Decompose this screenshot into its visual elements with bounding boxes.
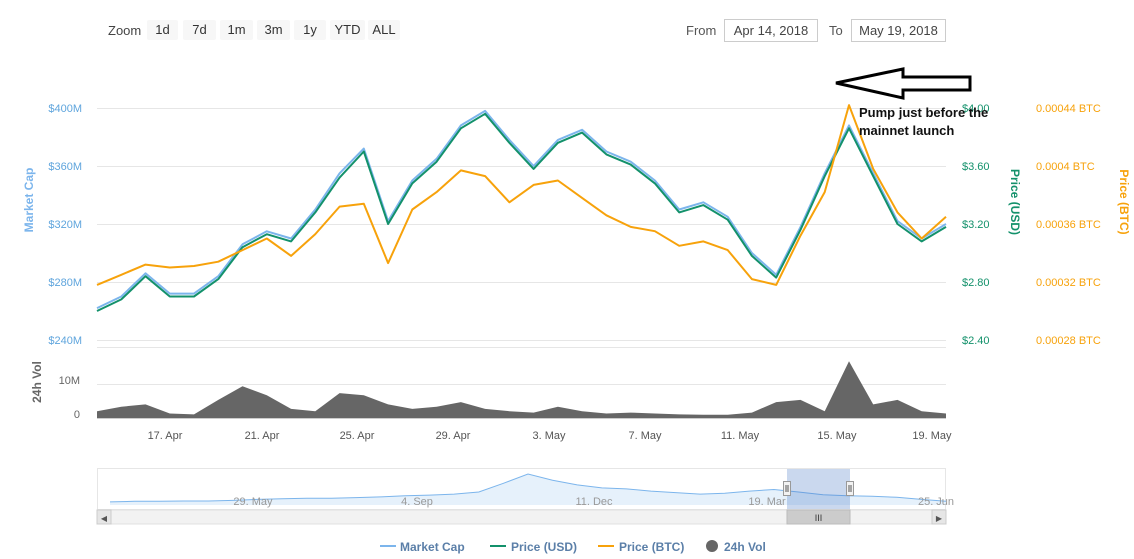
legend-label: Price (USD) bbox=[511, 540, 577, 554]
navigator: 29. May 4. Sep 11. Dec 19. Mar 25. Jun ◀… bbox=[96, 468, 954, 525]
price-usd-axis: $4.00 $3.60 $3.20 $2.80 $2.40 Price (USD… bbox=[962, 103, 1022, 347]
price-chart: $400M $360M $320M $280M $240M Market Cap… bbox=[22, 67, 1131, 554]
series-line-price-usd bbox=[96, 112, 947, 312]
zoom-button-all-label: ALL bbox=[372, 22, 395, 37]
scroll-left-arrow-icon: ◀ bbox=[101, 514, 108, 523]
zoom-button-all[interactable]: ALL bbox=[368, 20, 400, 40]
price-usd-axis-title: Price (USD) bbox=[1008, 169, 1022, 235]
zoom-button-1d-label: 1d bbox=[155, 22, 169, 37]
x-tick-label: 11. May bbox=[721, 430, 760, 442]
price-series-lines bbox=[96, 104, 947, 312]
legend-label: Market Cap bbox=[400, 540, 465, 554]
scrollbar-right-button[interactable]: ▶ bbox=[931, 509, 947, 525]
toolbar-svg: Zoom 1d 7d 1m 3m 1y YTD ALL From Apr 14,… bbox=[108, 19, 946, 42]
price-btc-tick: 0.00044 BTC bbox=[1036, 103, 1101, 115]
navigator-label: 25. Jun bbox=[918, 496, 954, 508]
market-cap-tick: $400M bbox=[48, 103, 82, 115]
from-date-value: Apr 14, 2018 bbox=[734, 23, 808, 38]
price-btc-tick: 0.0004 BTC bbox=[1036, 161, 1095, 173]
navigator-line bbox=[109, 473, 947, 503]
chart-legend: Market Cap Price (USD) Price (BTC) 24h V… bbox=[380, 540, 766, 554]
legend-item-market-cap[interactable]: Market Cap bbox=[380, 540, 465, 554]
pump-annotation: Pump just before the mainnet launch bbox=[835, 67, 988, 138]
scroll-right-arrow-icon: ▶ bbox=[936, 514, 943, 523]
from-date-input[interactable]: Apr 14, 2018 bbox=[724, 19, 818, 42]
price-btc-tick: 0.00036 BTC bbox=[1036, 219, 1101, 231]
navigator-right-handle[interactable] bbox=[846, 481, 854, 496]
navigator-selected-range[interactable] bbox=[787, 469, 850, 509]
price-usd-tick: $2.80 bbox=[962, 277, 990, 289]
zoom-button-1m[interactable]: 1m bbox=[220, 20, 253, 40]
to-date-input[interactable]: May 19, 2018 bbox=[851, 19, 946, 42]
volume-tick: 0 bbox=[74, 409, 80, 421]
scrollbar-grip-icon: III bbox=[815, 513, 823, 523]
navigator-label: 4. Sep bbox=[401, 496, 433, 508]
series-area-24h-vol bbox=[97, 361, 946, 418]
annotation-text-line1: Pump just before the bbox=[859, 105, 988, 120]
navigator-area bbox=[110, 474, 946, 505]
x-tick-label: 15. May bbox=[817, 430, 857, 442]
zoom-button-1d[interactable]: 1d bbox=[147, 20, 178, 40]
price-usd-tick: $2.40 bbox=[962, 335, 990, 347]
navigator-label: 11. Dec bbox=[575, 496, 613, 508]
zoom-button-7d-label: 7d bbox=[192, 22, 206, 37]
x-tick-label: 29. Apr bbox=[436, 430, 471, 442]
price-gridlines bbox=[97, 108, 946, 419]
x-tick-label: 3. May bbox=[532, 430, 566, 442]
zoom-button-7d[interactable]: 7d bbox=[183, 20, 216, 40]
x-tick-label: 7. May bbox=[628, 430, 662, 442]
zoom-button-ytd-label: YTD bbox=[335, 22, 361, 37]
navigator-left-handle[interactable] bbox=[783, 481, 791, 496]
market-cap-tick: $320M bbox=[48, 219, 82, 231]
annotation-arrow bbox=[835, 67, 972, 100]
navigator-label: 29. May bbox=[233, 496, 273, 508]
market-cap-tick: $280M bbox=[48, 277, 82, 289]
x-tick-label: 25. Apr bbox=[340, 430, 375, 442]
zoom-button-1m-label: 1m bbox=[227, 22, 245, 37]
series-line-price-btc bbox=[96, 104, 947, 286]
annotation-text-line2: mainnet launch bbox=[859, 123, 954, 138]
price-usd-tick: $4.00 bbox=[962, 103, 990, 115]
volume-axis: 10M 0 24h Vol bbox=[30, 361, 80, 421]
scrollbar-thumb[interactable]: III bbox=[786, 509, 851, 525]
from-label: From bbox=[686, 23, 716, 38]
navigator-label: 19. Mar bbox=[748, 496, 786, 508]
scrollbar-left-button[interactable]: ◀ bbox=[96, 509, 112, 525]
price-btc-axis-title: Price (BTC) bbox=[1117, 169, 1131, 234]
market-cap-axis-title: Market Cap bbox=[22, 168, 36, 233]
legend-label: 24h Vol bbox=[724, 540, 766, 554]
zoom-label: Zoom bbox=[108, 23, 141, 38]
series-line-market-cap bbox=[96, 109, 947, 310]
volume-tick: 10M bbox=[59, 375, 80, 387]
price-btc-tick: 0.00028 BTC bbox=[1036, 335, 1101, 347]
x-tick-label: 17. Apr bbox=[148, 430, 183, 442]
price-usd-tick: $3.20 bbox=[962, 219, 990, 231]
to-label: To bbox=[829, 23, 843, 38]
legend-label: Price (BTC) bbox=[619, 540, 684, 554]
x-tick-label: 21. Apr bbox=[245, 430, 280, 442]
zoom-button-1y[interactable]: 1y bbox=[294, 20, 326, 40]
legend-item-24h-vol[interactable]: 24h Vol bbox=[706, 540, 766, 554]
zoom-button-3m[interactable]: 3m bbox=[257, 20, 290, 40]
zoom-button-3m-label: 3m bbox=[264, 22, 282, 37]
to-date-value: May 19, 2018 bbox=[859, 23, 938, 38]
volume-series bbox=[97, 361, 946, 418]
x-tick-label: 19. May bbox=[912, 430, 952, 442]
volume-axis-title: 24h Vol bbox=[30, 361, 44, 403]
zoom-button-ytd[interactable]: YTD bbox=[330, 20, 365, 40]
market-cap-tick: $360M bbox=[48, 161, 82, 173]
x-axis-ticks: 17. Apr 21. Apr 25. Apr 29. Apr 3. May 7… bbox=[148, 430, 952, 442]
legend-swatch-24h-vol bbox=[706, 540, 718, 552]
legend-item-price-btc[interactable]: Price (BTC) bbox=[598, 540, 684, 554]
range-toolbar: Zoom 1d 7d 1m 3m 1y YTD ALL From Apr 14,… bbox=[0, 0, 1134, 50]
price-btc-tick: 0.00032 BTC bbox=[1036, 277, 1101, 289]
zoom-button-1y-label: 1y bbox=[303, 22, 317, 37]
price-usd-tick: $3.60 bbox=[962, 161, 990, 173]
legend-item-price-usd[interactable]: Price (USD) bbox=[490, 540, 577, 554]
market-cap-tick: $240M bbox=[48, 335, 82, 347]
market-cap-axis: $400M $360M $320M $280M $240M Market Cap bbox=[22, 103, 82, 347]
price-btc-axis: 0.00044 BTC 0.0004 BTC 0.00036 BTC 0.000… bbox=[1036, 103, 1131, 347]
